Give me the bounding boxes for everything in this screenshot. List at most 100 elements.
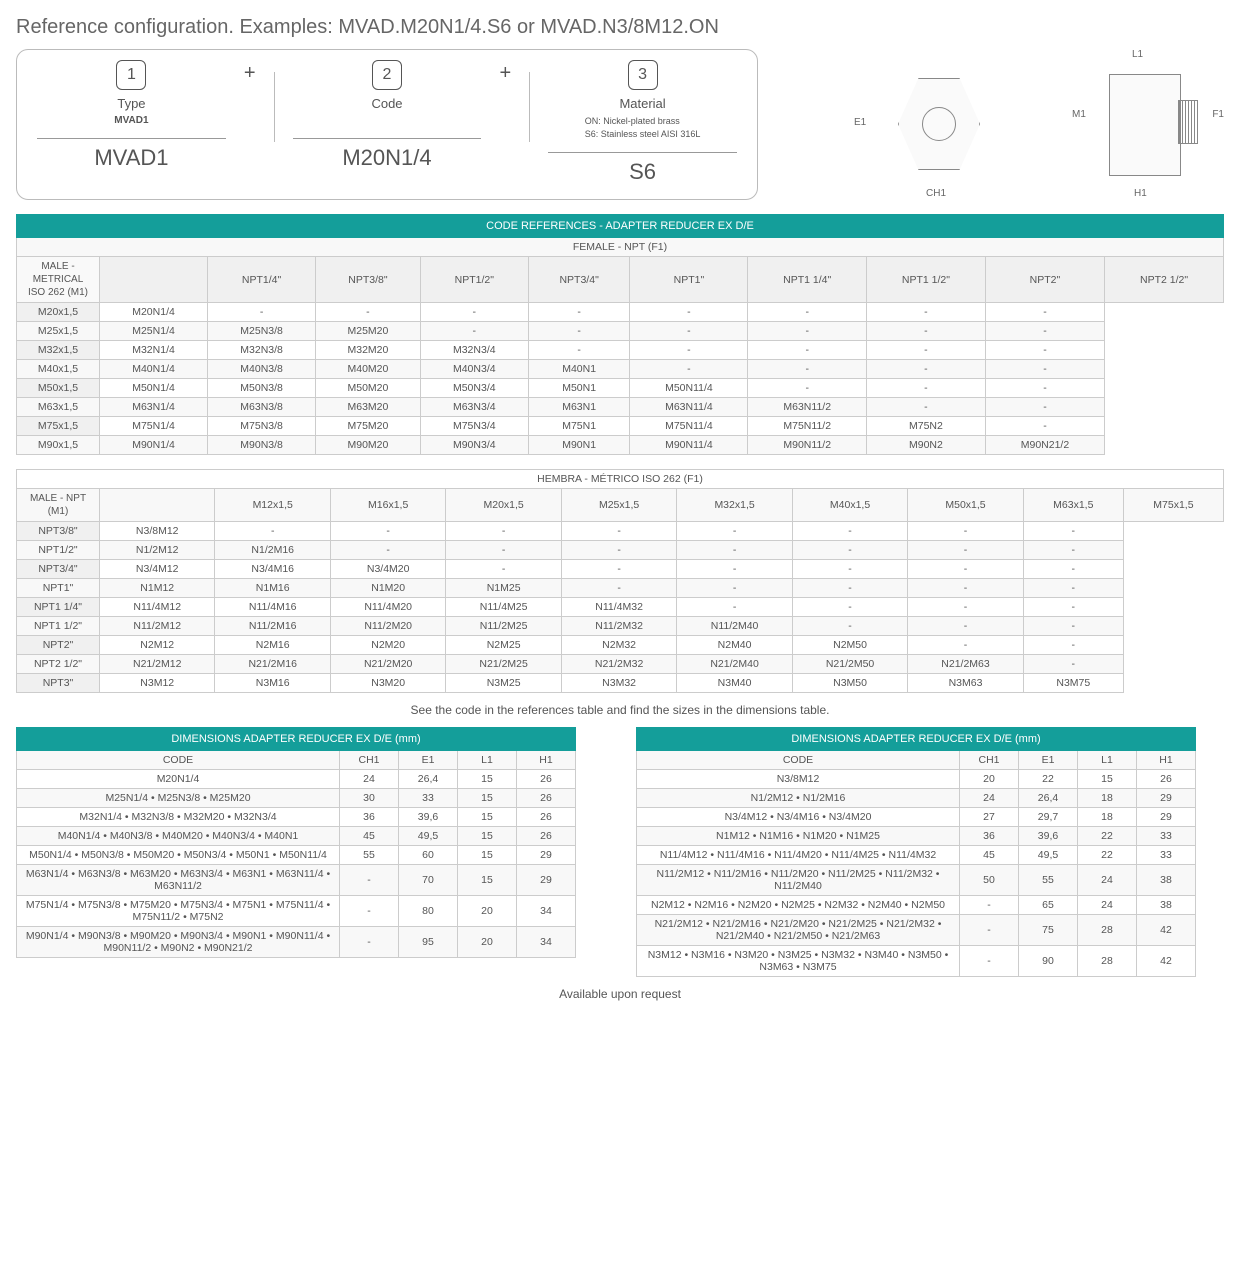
dim-cell: 90	[1019, 946, 1078, 977]
dim-cell: 26	[517, 770, 576, 789]
plus-icon: +	[499, 60, 511, 85]
code-cell: -	[1023, 636, 1123, 655]
code-cell: M40N3/8	[208, 360, 316, 379]
code-cell: M63N1/4	[100, 398, 208, 417]
row-label: NPT3"	[17, 674, 100, 693]
note-text: See the code in the references table and…	[16, 703, 1224, 717]
code-cell: -	[748, 379, 867, 398]
dim-cell: 24	[960, 789, 1019, 808]
dim-cell: 29	[1137, 808, 1196, 827]
dim-cell: 29	[517, 865, 576, 896]
code-cell: N11/4M20	[330, 598, 445, 617]
code-cell: N11/2M20	[330, 617, 445, 636]
code-cell: -	[1023, 579, 1123, 598]
code-cell: M90N11/4	[630, 436, 748, 455]
code-cell: N3/4M12	[100, 560, 215, 579]
code-cell: -	[630, 341, 748, 360]
dim-cell: 39,6	[1019, 827, 1078, 846]
dim-cell: 38	[1137, 865, 1196, 896]
config-box: 1 Type MVAD1 MVAD1 + 2 Code M20N1/4 + 3 …	[16, 49, 758, 200]
dim-cell: M50N1/4 • M50N3/8 • M50M20 • M50N3/4 • M…	[17, 846, 340, 865]
code-cell: N11/4M12	[100, 598, 215, 617]
dim-cell: 29	[1137, 789, 1196, 808]
code-cell: -	[1023, 560, 1123, 579]
code-cell: N11/2M16	[215, 617, 330, 636]
code-cell: N2M32	[561, 636, 676, 655]
col-header: M40x1,5	[792, 489, 907, 522]
dim-cell: 34	[517, 927, 576, 958]
dim-cell: 15	[458, 770, 517, 789]
code-cell: -	[908, 579, 1023, 598]
dim-cell: M63N1/4 • M63N3/8 • M63M20 • M63N3/4 • M…	[17, 865, 340, 896]
dim-cell: 24	[340, 770, 399, 789]
code-cell: -	[677, 560, 792, 579]
col-header: M12x1,5	[215, 489, 330, 522]
row-label: M63x1,5	[17, 398, 100, 417]
code-cell: -	[908, 636, 1023, 655]
row-label: M75x1,5	[17, 417, 100, 436]
code-cell: -	[1023, 655, 1123, 674]
dim-cell: N3/8M12	[637, 770, 960, 789]
code-cell: -	[792, 598, 907, 617]
config-sub-1: MVAD1	[114, 115, 148, 126]
code-cell: N3M75	[1023, 674, 1123, 693]
code-cell: M63N11/4	[630, 398, 748, 417]
code-cell: -	[908, 541, 1023, 560]
code-cell: -	[215, 522, 330, 541]
teal-header: CODE REFERENCES - ADAPTER REDUCER EX D/E	[17, 215, 1224, 238]
code-cell: -	[985, 303, 1104, 322]
dim-cell: N3/4M12 • N3/4M16 • N3/4M20	[637, 808, 960, 827]
code-cell: M63N3/4	[420, 398, 528, 417]
code-cell: -	[867, 322, 986, 341]
dim-cell: 22	[1078, 846, 1137, 865]
config-value-2: M20N1/4	[293, 138, 482, 171]
code-cell: N1M25	[446, 579, 561, 598]
code-cell: M40N1	[528, 360, 630, 379]
row-label: NPT2 1/2"	[17, 655, 100, 674]
code-cell: M25M20	[316, 322, 421, 341]
dim-cell: 33	[1137, 827, 1196, 846]
dim-cell: 20	[458, 896, 517, 927]
code-cell: -	[1023, 522, 1123, 541]
footnote: Available upon request	[16, 987, 1224, 1001]
dim-f1: F1	[1212, 109, 1224, 120]
dim-cell: 55	[1019, 865, 1078, 896]
dim-cell: 45	[960, 846, 1019, 865]
config-note-3: ON: Nickel-plated brassS6: Stainless ste…	[585, 115, 701, 140]
dim-cell: -	[340, 865, 399, 896]
code-cell: -	[867, 360, 986, 379]
code-cell: -	[561, 541, 676, 560]
code-cell: -	[528, 322, 630, 341]
code-cell: M90N2	[867, 436, 986, 455]
code-cell: N21/2M32	[561, 655, 676, 674]
col-header: NPT1/4"	[208, 257, 316, 303]
dim-col-header: H1	[517, 751, 576, 770]
row-label: M50x1,5	[17, 379, 100, 398]
code-cell: -	[561, 522, 676, 541]
code-cell: -	[561, 560, 676, 579]
code-cell: N2M25	[446, 636, 561, 655]
code-cell: M75N1/4	[100, 417, 208, 436]
dim-col-header: E1	[399, 751, 458, 770]
row-label: NPT3/4"	[17, 560, 100, 579]
dim-cell: N1M12 • N1M16 • N1M20 • N1M25	[637, 827, 960, 846]
code-cell: -	[792, 541, 907, 560]
row-group-header: MALE - METRICAL ISO 262 (M1)	[17, 257, 100, 303]
code-cell: -	[867, 341, 986, 360]
code-cell: -	[748, 360, 867, 379]
code-cell: -	[446, 560, 561, 579]
code-cell: M63N1	[528, 398, 630, 417]
dim-ch1: CH1	[926, 188, 946, 199]
code-cell: -	[1023, 541, 1123, 560]
row-label: M40x1,5	[17, 360, 100, 379]
code-cell: -	[908, 522, 1023, 541]
code-cell: -	[528, 303, 630, 322]
col-header: M32x1,5	[677, 489, 792, 522]
dim-cell: 20	[458, 927, 517, 958]
code-cell: -	[1023, 598, 1123, 617]
col-header: NPT1 1/4"	[748, 257, 867, 303]
config-num-2: 2	[372, 60, 402, 90]
separator	[529, 72, 530, 142]
code-cell: N11/4M25	[446, 598, 561, 617]
row-label: NPT3/8"	[17, 522, 100, 541]
